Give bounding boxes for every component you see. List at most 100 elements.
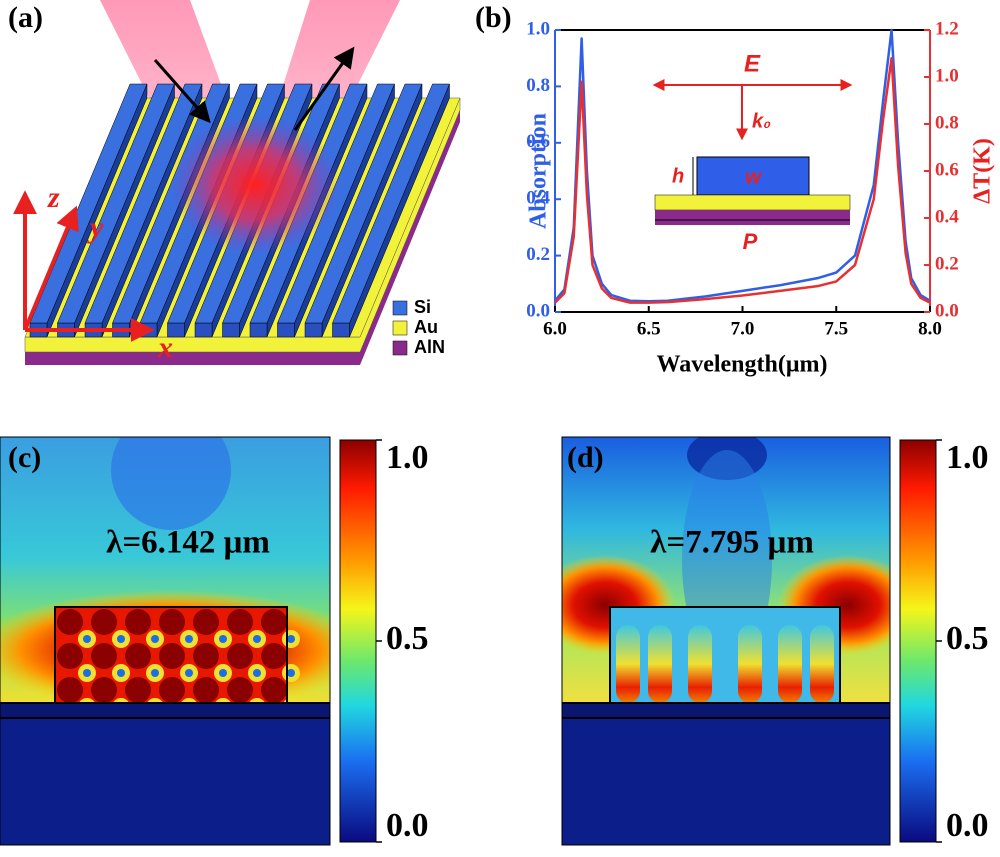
- field-spot: [91, 643, 117, 669]
- inset-label: h: [672, 165, 684, 187]
- spectrum-chart: (b) E k₀ h w P Absorption ΔT(K) Waveleng…: [475, 1, 996, 378]
- legend-label: AlN: [414, 337, 445, 357]
- x-tick-label: 7.0: [731, 318, 755, 339]
- field-spot: [91, 609, 117, 635]
- panel-label: (b): [475, 1, 512, 34]
- si-stripe-front: [222, 322, 240, 338]
- si-stripe: [29, 83, 148, 324]
- legend-swatch: [392, 340, 408, 356]
- field-map: (c) λ=6.142 μm 1.0 0.5 0.0: [0, 436, 429, 846]
- field-node-core: [219, 635, 227, 643]
- si-stripe-front: [277, 322, 295, 338]
- colorbar-tick-label: 0.0: [946, 807, 989, 844]
- au-layer: [654, 194, 851, 211]
- y2-tick-label: 0.4: [935, 206, 959, 227]
- field-spot: [227, 609, 253, 635]
- si-stripe-front: [249, 322, 268, 338]
- si-stripe: [332, 83, 450, 324]
- field-map: (d) λ=7.795 μm 1.0 0.5 0.0: [561, 436, 989, 846]
- field-spot: [125, 609, 151, 635]
- y-axis-title: Absorption: [526, 113, 552, 229]
- field-node-core: [117, 635, 125, 643]
- y-tick-label: 0.8: [526, 75, 550, 96]
- si-block: [696, 156, 810, 196]
- field-lobe: [688, 625, 712, 703]
- series-line: [554, 56, 931, 304]
- y2-tick-label: 0.2: [935, 253, 959, 274]
- y-tick-label: 0.6: [526, 131, 550, 152]
- si-stripe: [84, 83, 203, 324]
- incident-arrow: [153, 59, 211, 124]
- inset-label: P: [743, 229, 758, 254]
- aln-layer: [655, 210, 850, 225]
- field-spot: [193, 643, 219, 669]
- y-axis: [23, 205, 79, 331]
- annotation: λ=6.142 μm: [106, 525, 270, 561]
- legend-label: Au: [414, 317, 438, 337]
- inset: E k₀ h w P: [652, 50, 853, 254]
- y2-tick-label: 1.0: [935, 65, 959, 86]
- field-spot: [193, 677, 219, 703]
- field-node-core: [185, 635, 193, 643]
- panel-label: (c): [8, 441, 41, 474]
- y-tick-label: 0.4: [526, 188, 550, 209]
- field-spot: [57, 677, 83, 703]
- field-node-core: [151, 635, 159, 643]
- field-spot: [125, 677, 151, 703]
- field-node-core: [83, 669, 91, 677]
- legend-swatch: [392, 320, 408, 336]
- field-spot: [125, 643, 151, 669]
- x-tick-label: 7.5: [824, 318, 848, 339]
- y2-tick-label: 0.0: [935, 300, 959, 321]
- field-node-core: [287, 669, 295, 677]
- colorbar-tick-label: 0.5: [946, 620, 989, 657]
- x-tick-label: 8.0: [918, 318, 942, 339]
- panel-label: (a): [8, 1, 43, 34]
- reflected-arrow: [293, 46, 355, 131]
- colorbar-tick-label: 1.0: [946, 439, 989, 476]
- annotation: λ=7.795 μm: [650, 525, 814, 561]
- y2-axis-title: ΔT(K): [970, 138, 996, 204]
- field-spot: [193, 609, 219, 635]
- y-tick-label: 0.2: [526, 244, 550, 265]
- field-spot: [261, 609, 287, 635]
- field-node-core: [287, 635, 295, 643]
- field-lobe: [648, 625, 672, 703]
- field-node-core: [151, 669, 159, 677]
- field-spot: [261, 677, 287, 703]
- field-node-core: [253, 635, 261, 643]
- field-lobe: [616, 625, 640, 703]
- colorbar-tick-label: 0.5: [386, 620, 429, 657]
- legend-swatch: [392, 300, 408, 316]
- field-spot: [227, 677, 253, 703]
- y2-tick-label: 0.6: [935, 159, 959, 180]
- x-tick-label: 6.0: [543, 318, 567, 339]
- x-tick-label: 6.5: [637, 318, 661, 339]
- colorbar-tick-label: 0.0: [386, 807, 429, 844]
- field-spot: [261, 643, 287, 669]
- field-spot: [91, 677, 117, 703]
- field-spot: [159, 677, 185, 703]
- axis-label: x: [157, 331, 173, 364]
- field-spot: [159, 609, 185, 635]
- field-lobe: [778, 625, 802, 703]
- light-spot: [170, 115, 340, 255]
- field-node-core: [219, 669, 227, 677]
- si-stripe-front: [304, 322, 323, 338]
- inset-label: w: [745, 166, 762, 188]
- x-axis-title: Wavelength(μm): [657, 352, 828, 378]
- field-lobe: [810, 625, 834, 703]
- axis-label: y: [87, 211, 104, 244]
- si-stripe-front: [194, 322, 213, 338]
- y-tick-label: 1.0: [526, 18, 550, 39]
- si-stripe-front: [332, 322, 350, 338]
- field-node-core: [117, 669, 125, 677]
- field-node-core: [253, 669, 261, 677]
- y-tick-label: 0.0: [526, 300, 550, 321]
- field-node-core: [83, 635, 91, 643]
- axis-label: z: [47, 181, 60, 214]
- inset-label: k₀: [752, 110, 771, 132]
- field-spot: [159, 643, 185, 669]
